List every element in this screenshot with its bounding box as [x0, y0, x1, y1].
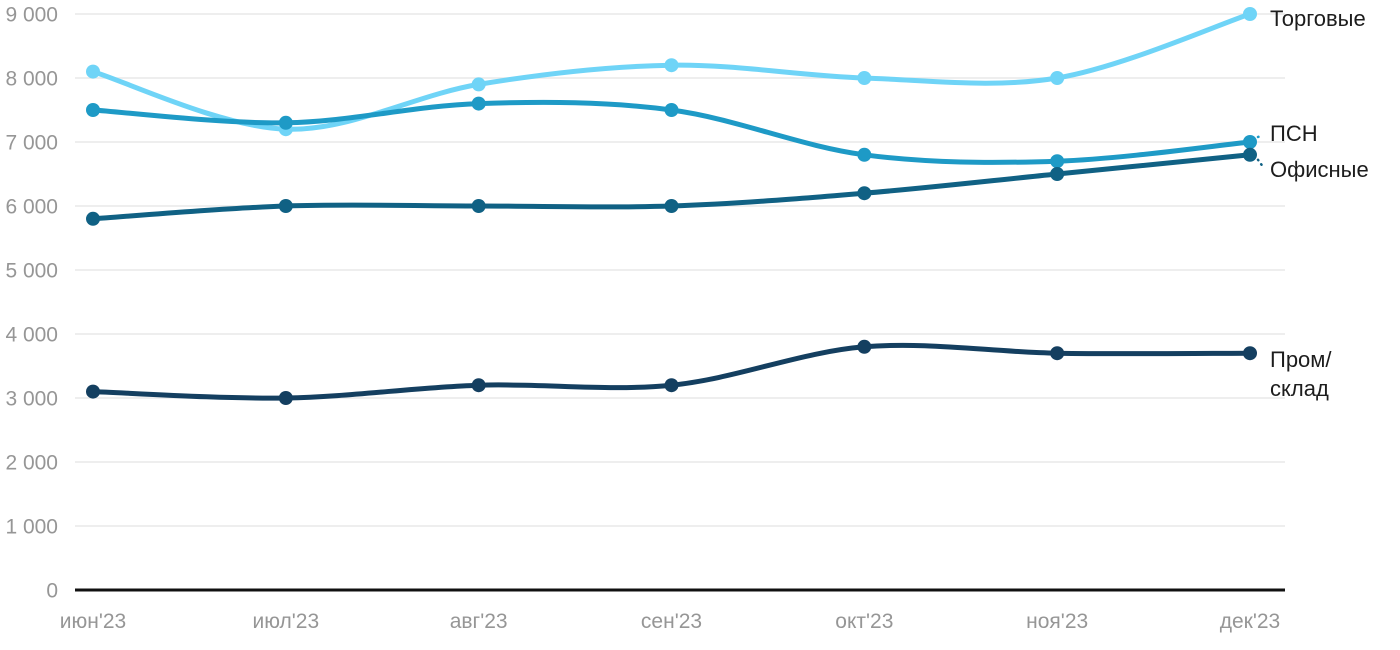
series-label-prom-sklad: Пром/склад — [1270, 347, 1332, 401]
x-axis-tick-label: дек'23 — [1220, 610, 1281, 633]
data-point-prom-sklad[interactable] — [278, 391, 293, 405]
data-point-prom-sklad[interactable] — [857, 339, 872, 354]
data-point-prom-sklad[interactable] — [1050, 346, 1065, 361]
x-axis-tick-label: сен'23 — [641, 610, 702, 633]
data-point-torgovye[interactable] — [1243, 7, 1257, 21]
y-axis-tick-label: 9 000 — [5, 4, 58, 27]
y-axis-tick-label: 8 000 — [5, 68, 58, 91]
data-point-ofisnye[interactable] — [664, 199, 679, 213]
y-axis-tick-label: 2 000 — [5, 452, 58, 475]
data-point-ofisnye[interactable] — [857, 186, 872, 201]
x-axis-tick-label: окт'23 — [835, 610, 893, 633]
y-axis-tick-label: 5 000 — [5, 260, 58, 283]
data-point-ofisnye[interactable] — [471, 199, 486, 213]
series-label-ofisnye: Офисные — [1270, 157, 1369, 182]
data-point-prom-sklad[interactable] — [471, 378, 486, 393]
series-label-psn: ПСН — [1270, 121, 1318, 146]
data-point-ofisnye[interactable] — [1243, 147, 1257, 162]
data-point-torgovye[interactable] — [664, 58, 679, 73]
x-axis-tick-label: июл'23 — [253, 610, 320, 633]
y-axis-tick-label: 1 000 — [5, 516, 58, 539]
data-point-psn[interactable] — [1243, 135, 1257, 149]
data-point-psn[interactable] — [1050, 154, 1065, 169]
data-point-psn[interactable] — [278, 115, 293, 130]
data-point-torgovye[interactable] — [86, 64, 100, 79]
data-point-psn[interactable] — [471, 96, 486, 111]
x-axis-tick-label: июн'23 — [60, 610, 126, 633]
y-axis-tick-label: 7 000 — [5, 132, 58, 155]
label-leader-line — [1256, 158, 1265, 169]
x-axis-tick-label: авг'23 — [450, 610, 508, 633]
y-axis-tick-label: 3 000 — [5, 388, 58, 411]
data-point-ofisnye[interactable] — [86, 211, 100, 226]
data-point-torgovye[interactable] — [471, 77, 486, 92]
data-point-psn[interactable] — [857, 147, 872, 162]
series-label-torgovye: Торговые — [1270, 6, 1366, 31]
data-point-prom-sklad[interactable] — [1243, 346, 1257, 361]
data-point-psn[interactable] — [86, 103, 100, 117]
label-leader-line — [1256, 133, 1265, 139]
data-point-torgovye[interactable] — [1050, 71, 1065, 85]
data-point-prom-sklad[interactable] — [664, 378, 679, 393]
data-point-torgovye[interactable] — [857, 71, 872, 85]
data-point-ofisnye[interactable] — [278, 199, 293, 213]
data-point-psn[interactable] — [664, 103, 679, 117]
data-point-ofisnye[interactable] — [1050, 167, 1065, 181]
y-axis-tick-label: 6 000 — [5, 196, 58, 219]
data-point-prom-sklad[interactable] — [86, 384, 100, 399]
y-axis-tick-label: 0 — [46, 580, 58, 603]
x-axis-tick-label: ноя'23 — [1026, 610, 1088, 633]
y-axis-tick-label: 4 000 — [5, 324, 58, 347]
